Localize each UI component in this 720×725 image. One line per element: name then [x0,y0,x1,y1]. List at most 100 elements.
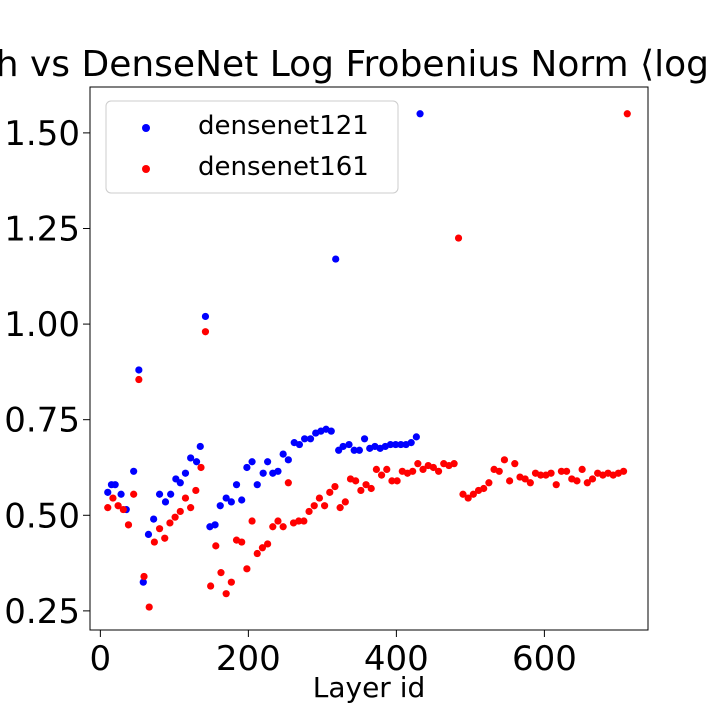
data-point-densenet161 [222,590,230,598]
data-point-densenet161 [326,488,334,496]
data-point-densenet121 [201,312,210,321]
data-point-densenet161 [469,490,477,498]
data-point-densenet161 [176,507,184,516]
data-point-densenet161 [454,234,463,242]
series-densenet121 [104,110,424,586]
data-point-densenet161 [130,490,138,498]
data-point-densenet121 [392,440,400,449]
data-point-densenet121 [264,458,272,466]
legend-label-densenet161: densenet161 [198,152,369,182]
data-point-densenet121 [243,463,251,472]
data-point-densenet121 [397,440,405,449]
data-point-densenet121 [350,446,358,454]
legend-marker-densenet121 [142,124,150,132]
data-point-densenet121 [339,442,347,451]
data-point-densenet161 [485,479,493,487]
data-point-densenet121 [386,440,395,449]
data-point-densenet161 [284,479,292,487]
data-point-densenet161 [429,463,437,472]
data-point-densenet161 [207,582,215,590]
legend-marker-densenet161 [142,165,150,173]
data-point-densenet161 [336,504,344,512]
data-point-densenet161 [161,534,169,542]
y-tick-label: 0.50 [4,496,80,536]
data-point-densenet121 [332,255,340,263]
data-point-densenet161 [253,549,261,558]
data-point-densenet121 [176,479,184,487]
data-point-densenet161 [578,465,586,473]
legend-label-densenet121: densenet121 [198,111,369,141]
data-point-densenet161 [135,375,143,384]
data-point-densenet121 [181,469,190,477]
data-point-densenet121 [167,490,175,498]
data-point-densenet121 [187,454,195,462]
data-point-densenet161 [150,538,158,546]
data-point-densenet161 [547,469,555,477]
data-point-densenet161 [414,460,422,468]
data-point-densenet121 [216,502,224,510]
x-tick-label: 400 [364,639,429,679]
data-point-densenet161 [155,525,164,533]
data-point-densenet161 [583,479,591,487]
data-point-densenet161 [500,456,509,464]
data-point-densenet161 [367,484,375,493]
data-point-densenet121 [117,490,125,498]
data-point-densenet161 [434,467,443,475]
y-tick-label: 1.00 [4,305,80,345]
data-point-densenet161 [269,523,277,531]
plot-frame [89,86,649,631]
data-point-densenet161 [372,465,381,473]
y-axis: 0.25 0.50 0.75 1.00 1.25 1.50 [4,114,90,632]
data-point-densenet121 [274,467,282,475]
data-point-densenet161 [295,517,303,525]
data-point-densenet161 [109,494,117,502]
x-tick-label: 200 [216,639,281,679]
data-point-densenet121 [196,442,204,451]
data-point-densenet161 [557,467,566,475]
data-point-densenet161 [238,538,246,546]
data-point-densenet121 [192,458,201,466]
chart-title: th vs DenseNet Log Frobenius Norm ⟨log ‖ [0,44,720,85]
data-point-densenet161 [201,328,210,336]
data-point-densenet161 [197,463,205,472]
data-point-densenet161 [320,502,329,510]
data-point-densenet161 [305,507,313,516]
data-point-densenet161 [521,475,529,483]
data-point-densenet121 [161,498,170,506]
y-tick-label: 0.75 [4,401,80,441]
data-point-densenet121 [416,110,424,118]
data-point-densenet121 [139,578,147,586]
x-axis: 0 200 400 600 [90,630,577,679]
data-point-densenet121 [295,440,304,449]
data-point-densenet161 [227,578,235,586]
data-point-densenet161 [377,471,386,479]
data-point-densenet121 [130,467,138,475]
data-point-densenet121 [104,488,112,496]
data-point-densenet121 [355,446,363,454]
data-point-densenet161 [552,481,560,489]
data-point-densenet161 [279,523,287,531]
data-points [104,110,631,611]
data-point-densenet161 [511,460,519,468]
data-point-densenet161 [623,110,631,118]
data-point-densenet161 [104,504,112,512]
data-point-densenet161 [352,477,360,485]
data-point-densenet161 [562,467,571,475]
data-point-densenet161 [212,542,220,550]
data-point-densenet161 [588,475,597,483]
legend: densenet121 densenet161 [105,100,399,194]
data-point-densenet161 [171,513,179,521]
data-point-densenet161 [619,467,628,475]
data-point-densenet161 [459,490,467,498]
data-point-densenet161 [331,483,339,491]
data-point-densenet161 [140,572,148,581]
data-point-densenet161 [362,481,370,489]
data-point-densenet161 [388,477,396,485]
data-point-densenet161 [114,502,122,510]
data-point-densenet121 [259,469,267,477]
data-point-densenet121 [306,435,315,443]
x-axis-label: Layer id [313,671,426,704]
data-point-densenet121 [111,481,119,489]
data-point-densenet161 [315,494,324,502]
